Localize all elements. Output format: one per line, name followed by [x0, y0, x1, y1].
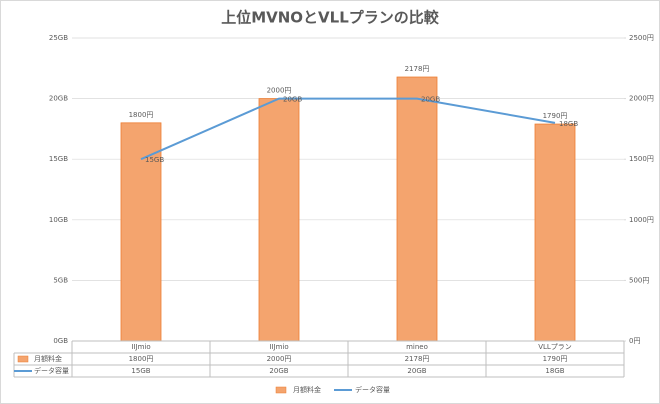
y-tick-label: 25GB — [49, 34, 68, 42]
y-tick-label: 20GB — [49, 95, 68, 103]
bar-value-label: 2000円 — [267, 87, 292, 95]
line-value-label: 18GB — [559, 120, 578, 128]
line-value-label: 15GB — [145, 156, 164, 164]
y-tick-label: 15GB — [49, 155, 68, 163]
legend-key — [275, 386, 287, 394]
y2-tick-label: 0円 — [629, 337, 640, 345]
table-cell: 1790円 — [543, 355, 568, 363]
x-tick-label: IIJmio — [131, 343, 150, 351]
bar-value-label: 1800円 — [129, 111, 154, 119]
table-cell: 20GB — [407, 367, 426, 375]
table-cell: 15GB — [131, 367, 150, 375]
bar — [396, 76, 438, 342]
y2-tick-label: 2000円 — [629, 95, 654, 103]
table-cell: 20GB — [269, 367, 288, 375]
chart-title: 上位MVNOとVLLプランの比較 — [221, 9, 440, 27]
y-tick-label: 0GB — [53, 337, 68, 345]
bar — [258, 98, 300, 342]
x-tick-label: IIJmio — [269, 343, 288, 351]
table-legend-key — [17, 355, 29, 363]
table-cell: 18GB — [545, 367, 564, 375]
bar-value-label: 1790円 — [543, 112, 568, 120]
y2-tick-label: 2500円 — [629, 34, 654, 42]
y-tick-label: 10GB — [49, 216, 68, 224]
table-cell: 2178円 — [405, 355, 430, 363]
bar-value-label: 2178円 — [405, 65, 430, 73]
x-tick-label: mineo — [406, 343, 428, 351]
line — [140, 97, 556, 161]
legend-label: データ容量 — [355, 385, 390, 394]
x-tick-label: VLLプラン — [538, 343, 572, 351]
legend-label: 月額料金 — [293, 385, 321, 394]
line-value-label: 20GB — [283, 96, 302, 104]
y2-tick-label: 500円 — [629, 276, 649, 284]
bar — [534, 123, 576, 342]
y2-tick-label: 1000円 — [629, 216, 654, 224]
line-value-label: 20GB — [421, 96, 440, 104]
table-cell: 2000円 — [267, 355, 292, 363]
table-cell: 1800円 — [129, 355, 154, 363]
table-series-name: 月額料金 — [34, 354, 62, 363]
y2-tick-label: 1500円 — [629, 155, 654, 163]
table-series-name: データ容量 — [34, 366, 69, 375]
y-tick-label: 5GB — [53, 276, 68, 284]
